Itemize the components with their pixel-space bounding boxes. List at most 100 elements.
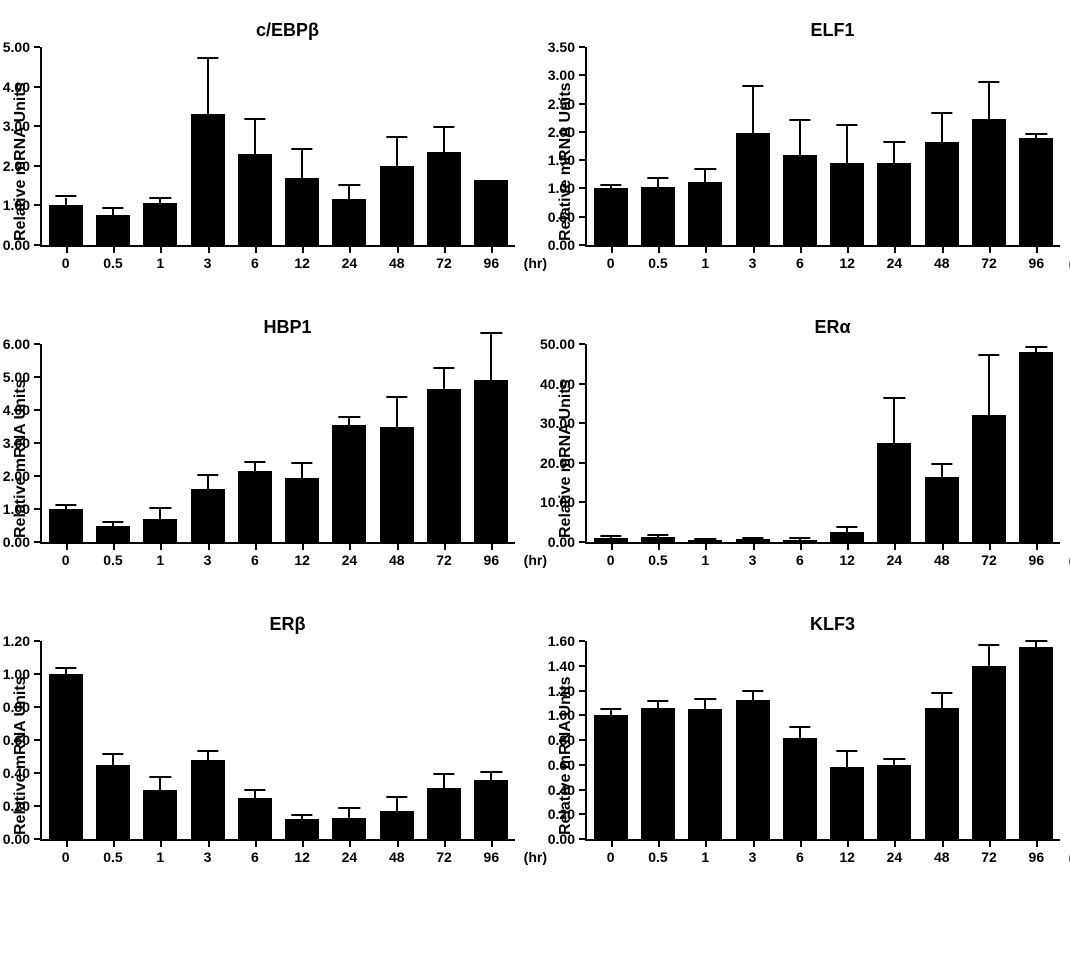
chart-title: HBP1 xyxy=(10,317,515,338)
bar xyxy=(474,180,508,245)
bar xyxy=(285,178,319,245)
bar xyxy=(736,700,770,839)
bar xyxy=(380,811,414,839)
y-tick-label: 0.00 xyxy=(548,831,575,847)
bar xyxy=(332,199,366,245)
y-tick-label: 1.00 xyxy=(548,707,575,723)
bar xyxy=(594,715,628,839)
bar xyxy=(1019,138,1053,245)
y-tick-label: 20.00 xyxy=(540,455,575,471)
chart-erb: ERβRelative mRNA Units0.000.200.400.600.… xyxy=(10,614,515,871)
chart-title: ELF1 xyxy=(555,20,1060,41)
plot-area: 0.0010.0020.0030.0040.0050.0000.51361224… xyxy=(585,344,1060,544)
y-tick-label: 0.60 xyxy=(548,757,575,773)
bar xyxy=(830,163,864,245)
y-tick-label: 3.50 xyxy=(548,39,575,55)
y-tick-label: 1.50 xyxy=(548,152,575,168)
y-tick-label: 0.40 xyxy=(3,765,30,781)
bar xyxy=(877,765,911,839)
y-tick-label: 1.00 xyxy=(3,501,30,517)
y-tick-label: 0.00 xyxy=(3,534,30,550)
plot-area: 0.000.200.400.600.801.001.2000.513612244… xyxy=(40,641,515,841)
x-axis-unit: (hr) xyxy=(524,849,547,865)
plot-area: 0.000.200.400.600.801.001.201.401.6000.5… xyxy=(585,641,1060,841)
bar xyxy=(830,767,864,839)
bar xyxy=(736,539,770,542)
bar xyxy=(972,119,1006,245)
y-tick-label: 0.00 xyxy=(548,534,575,550)
chart-title: KLF3 xyxy=(555,614,1060,635)
y-tick-label: 2.00 xyxy=(3,158,30,174)
bar xyxy=(191,114,225,245)
bar xyxy=(49,674,83,839)
bar xyxy=(877,443,911,542)
y-tick-label: 0.00 xyxy=(3,831,30,847)
y-tick-label: 5.00 xyxy=(3,39,30,55)
bar xyxy=(972,415,1006,542)
bar xyxy=(641,537,675,542)
y-tick-label: 1.60 xyxy=(548,633,575,649)
y-tick-label: 1.00 xyxy=(3,666,30,682)
y-tick-label: 0.60 xyxy=(3,732,30,748)
bar xyxy=(736,133,770,245)
y-tick-label: 6.00 xyxy=(3,336,30,352)
plot-area: 0.001.002.003.004.005.006.0000.513612244… xyxy=(40,344,515,544)
chart-title: c/EBPβ xyxy=(10,20,515,41)
y-tick-label: 0.40 xyxy=(548,782,575,798)
y-tick-label: 2.50 xyxy=(548,96,575,112)
bar xyxy=(594,188,628,245)
y-tick-label: 4.00 xyxy=(3,79,30,95)
chart-title: ERβ xyxy=(10,614,515,635)
y-tick-label: 0.00 xyxy=(548,237,575,253)
bar xyxy=(688,709,722,839)
y-tick-label: 0.00 xyxy=(3,237,30,253)
bar xyxy=(332,425,366,542)
y-tick-label: 10.00 xyxy=(540,494,575,510)
bar xyxy=(191,489,225,542)
y-tick-label: 2.00 xyxy=(548,124,575,140)
chart-klf3: KLF3Relative mRNA Units0.000.200.400.600… xyxy=(555,614,1060,871)
bar xyxy=(191,760,225,839)
bar xyxy=(1019,352,1053,542)
y-tick-label: 40.00 xyxy=(540,376,575,392)
bar xyxy=(96,765,130,839)
y-tick-label: 4.00 xyxy=(3,402,30,418)
bar xyxy=(925,142,959,245)
bar xyxy=(830,532,864,542)
bar xyxy=(238,798,272,839)
y-tick-label: 5.00 xyxy=(3,369,30,385)
chart-elf1: ELF1Relative mRNA Units0.000.501.001.502… xyxy=(555,20,1060,277)
bar xyxy=(285,478,319,542)
x-axis-unit: (hr) xyxy=(524,255,547,271)
y-tick-label: 50.00 xyxy=(540,336,575,352)
y-tick-label: 2.00 xyxy=(3,468,30,484)
y-tick-label: 0.20 xyxy=(548,806,575,822)
plot-area: 0.000.501.001.502.002.503.003.5000.51361… xyxy=(585,47,1060,247)
bar xyxy=(380,166,414,245)
y-tick-label: 1.00 xyxy=(548,180,575,196)
bar xyxy=(783,540,817,542)
chart-era: ERαRelative mRNA Units0.0010.0020.0030.0… xyxy=(555,317,1060,574)
bar xyxy=(972,666,1006,839)
y-tick-label: 0.80 xyxy=(548,732,575,748)
y-tick-label: 1.20 xyxy=(548,683,575,699)
bar xyxy=(49,205,83,245)
x-axis-unit: (hr) xyxy=(524,552,547,568)
bar xyxy=(641,187,675,245)
bar xyxy=(143,203,177,245)
y-tick-label: 0.50 xyxy=(548,209,575,225)
bar xyxy=(96,526,130,542)
bar xyxy=(474,380,508,542)
y-tick-label: 0.20 xyxy=(3,798,30,814)
bar xyxy=(594,538,628,542)
chart-title: ERα xyxy=(555,317,1060,338)
bar xyxy=(783,155,817,246)
bar xyxy=(143,519,177,542)
y-tick-label: 1.40 xyxy=(548,658,575,674)
bar xyxy=(1019,647,1053,839)
bar xyxy=(925,477,959,542)
bar xyxy=(641,708,675,839)
bar xyxy=(49,509,83,542)
y-tick-label: 1.20 xyxy=(3,633,30,649)
chart-grid: c/EBPβRelative mRNA Units0.001.002.003.0… xyxy=(10,20,1060,871)
